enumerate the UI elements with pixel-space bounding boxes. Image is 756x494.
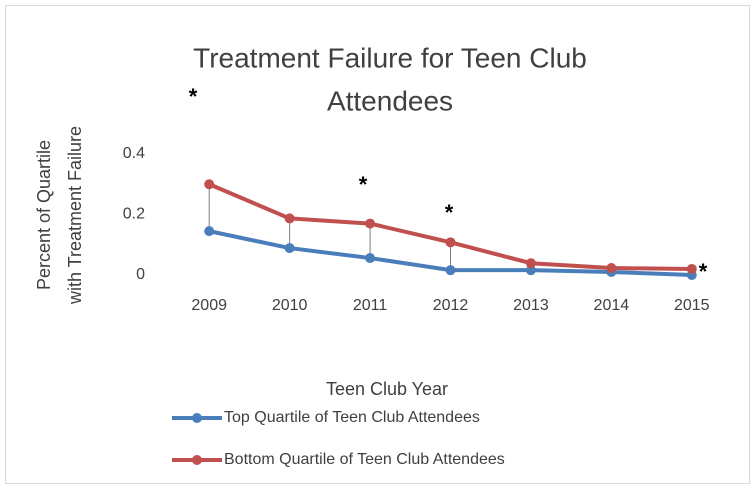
x-tick-label: 2012 <box>433 297 469 314</box>
legend-marker <box>192 413 202 423</box>
x-tick-label: 2013 <box>513 297 549 314</box>
annotation: * <box>359 172 368 197</box>
x-tick-label: 2014 <box>594 297 630 314</box>
x-axis-label: Teen Club Year <box>326 379 448 399</box>
marker <box>365 218 376 229</box>
marker <box>365 253 376 264</box>
chart-title: Attendees <box>327 85 453 116</box>
y-tick-label: 0.4 <box>123 145 145 162</box>
y-tick-label: 0 <box>136 266 145 283</box>
marker <box>445 237 456 248</box>
legend-label: Top Quartile of Teen Club Attendees <box>224 409 480 426</box>
marker <box>284 243 295 254</box>
marker <box>525 265 536 276</box>
x-tick-label: 2010 <box>272 297 308 314</box>
x-tick-label: 2015 <box>674 297 710 314</box>
annotation: * <box>445 200 454 225</box>
marker <box>284 213 295 224</box>
legend-label: Bottom Quartile of Teen Club Attendees <box>224 451 505 468</box>
marker <box>204 226 215 237</box>
marker <box>686 263 697 274</box>
legend-marker <box>192 455 202 465</box>
chart-title: Treatment Failure for Teen Club <box>193 42 587 73</box>
marker <box>445 265 456 276</box>
marker <box>525 258 536 269</box>
annotation: * <box>699 259 708 284</box>
y-tick-label: 0.2 <box>123 206 145 223</box>
marker <box>204 179 215 190</box>
x-tick-label: 2011 <box>353 297 388 314</box>
chart-border <box>5 5 750 484</box>
marker <box>606 263 617 274</box>
annotation: * <box>189 84 198 109</box>
x-tick-label: 2009 <box>191 297 227 314</box>
y-axis-label: with Treatment Failure <box>65 126 85 305</box>
y-axis-label: Percent of Quartile <box>34 140 54 290</box>
